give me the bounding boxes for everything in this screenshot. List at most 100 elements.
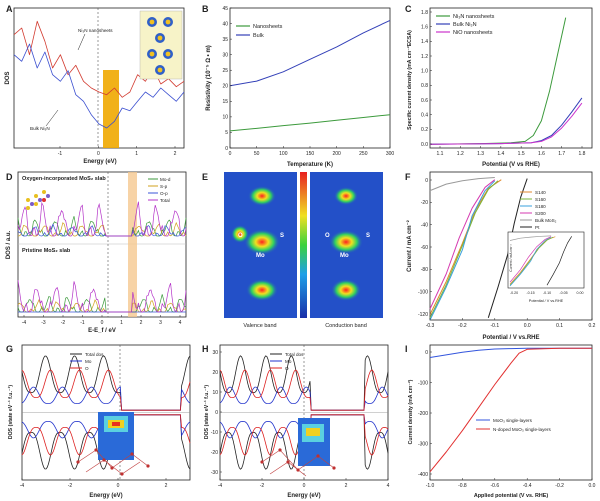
ytick-label: 25	[222, 68, 228, 74]
legend-label: S200	[535, 211, 546, 216]
ytick-label: 45	[222, 6, 228, 12]
xtick-label: 0.1	[556, 323, 563, 329]
inset-xtick-label: -0.10	[543, 291, 551, 295]
ytick-label: -200	[418, 411, 428, 417]
legend-label: S180	[535, 204, 546, 209]
ytick-label: -20	[211, 450, 218, 456]
dos-trace-mo	[21, 386, 191, 411]
ytick-label: -30	[211, 470, 218, 476]
legend-c: Ni₃N nanosheets Bulk Ni₃N NiO nanosheets	[436, 14, 495, 36]
xtick-label: -3	[41, 320, 46, 326]
series-line-nio-nanosheets	[429, 102, 583, 145]
xtick-label: 0	[97, 151, 100, 157]
dos-trace-o	[219, 369, 389, 411]
inset-f: -0.20 -0.15 -0.10 -0.05 0.00 Potential / V v…	[507, 231, 585, 303]
xtick-label: -0.1	[490, 323, 499, 329]
atom-label: S	[280, 233, 284, 239]
legend-h: Total dos Mo O	[270, 352, 304, 371]
band-highlight	[128, 172, 137, 317]
xtick-label: 0	[117, 483, 120, 489]
legend-label: Total dos	[285, 352, 304, 357]
xtick-label: 1.3	[477, 151, 484, 157]
series-group-f	[429, 177, 528, 321]
legend-g: Total dos Mo O	[70, 352, 104, 371]
xtick-label: -2	[260, 483, 265, 489]
legend-label: S140	[535, 190, 546, 195]
xtick-label: 150	[306, 151, 315, 157]
xtick-label: -0.6	[490, 483, 499, 489]
xtick-label: 1.1	[437, 151, 444, 157]
atom-label: Mo	[256, 253, 265, 259]
plot-frame-i	[429, 344, 593, 481]
ytick-label: 1.6	[421, 24, 428, 30]
dos-trace-total	[17, 201, 187, 237]
inset-xtick-label: 0.00	[577, 291, 584, 295]
xtick-label: 300	[386, 151, 395, 157]
ytick-label: 0.4	[421, 112, 428, 118]
dos-trace-o	[21, 369, 191, 411]
xlabel-h: Energy (eV)	[287, 493, 320, 499]
ytick-label: 15	[222, 99, 228, 105]
xtick-label: -0.2	[458, 323, 467, 329]
ytick-label: 0.8	[421, 83, 428, 89]
xlabel-i: Applied potential (V vs. RHE)	[474, 493, 548, 499]
annotation-arrow	[45, 109, 59, 127]
series-line-s180	[429, 180, 496, 321]
ytick-label: 0	[225, 146, 228, 152]
ylabel-g: DOS (state eV⁻¹ f.u.⁻¹)	[8, 385, 14, 439]
xlabel-d: E-E_f / eV	[88, 328, 116, 334]
inset-ticks: -0.20 -0.15 -0.10 -0.05 0.00	[510, 291, 584, 295]
dos-trace-total-dos	[21, 355, 191, 411]
colorbar	[300, 172, 307, 318]
ytick-label: -300	[418, 441, 428, 447]
xtick-label: 1.4	[497, 151, 504, 157]
panel-label-e: E	[202, 172, 208, 182]
legend-label: O-p	[160, 191, 168, 196]
series-line-n-doped-moo-single-layers	[429, 347, 592, 473]
xtick-label: 0	[229, 151, 232, 157]
plot-frame-c	[429, 7, 593, 149]
ytick-label: -60	[421, 245, 428, 251]
annotation-nanosheets: Ni₃N nanosheets	[78, 28, 113, 33]
panel-label-c: C	[405, 4, 412, 14]
xtick-label: -2	[68, 483, 73, 489]
ytick-label: 10	[222, 115, 228, 121]
legend-label: N-doped MoO₃ single-layers	[493, 427, 551, 432]
legend-label: Total dos	[85, 352, 104, 357]
ytick-label: 10	[212, 390, 218, 396]
panel-i: I -1.0 -0.8 -0.6 -0.4 -0.2 0.0 -400 -300 -200 -10…	[405, 344, 596, 499]
panel-f: F -0.3 -0.2 -0.1 0.0 0.1 0.2 -120 -100 -80 -60 -40…	[405, 171, 596, 341]
xtick-label: 1	[120, 320, 123, 326]
annotation-bulk: Bulk Ni₃N	[30, 126, 50, 131]
series-group-b	[229, 19, 391, 132]
legend-label: S160	[535, 197, 546, 202]
ytick-label: 0.0	[421, 142, 428, 148]
xtick-label: -0.8	[458, 483, 467, 489]
panel-label-b: B	[202, 4, 209, 14]
xtick-label: -4	[218, 483, 223, 489]
atom-label: O	[325, 233, 330, 239]
ytick-label: 0	[425, 178, 428, 184]
tick-labels-i: -1.0 -0.8 -0.6 -0.4 -0.2 0.0 -400 -300 -200 -100 0	[418, 350, 596, 489]
xtick-label: 2	[174, 151, 177, 157]
dos-trace-total	[17, 280, 187, 313]
series-group-c	[429, 17, 583, 145]
xtick-label: 2	[165, 483, 168, 489]
ytick-label: -20	[421, 200, 428, 206]
dos-trace-o-p	[17, 223, 187, 237]
slab-structure-inset	[26, 190, 50, 210]
inset-line	[509, 236, 552, 287]
xtick-labels-d: -4 -3 -2 -1 0 1 2 3 4	[22, 315, 182, 326]
ylabel-b: Resistivity (10⁻⁵ Ω • m)	[206, 45, 212, 111]
panel-label-f: F	[405, 172, 411, 182]
legend-label: Pt	[535, 225, 540, 230]
dos-trace-mo-d	[17, 294, 187, 313]
ytick-label: -120	[418, 312, 428, 318]
plot-frame-f	[429, 171, 593, 321]
inset-ylabel: Current / mA cm⁻²	[509, 243, 513, 271]
inset-xtick-label: -0.15	[526, 291, 534, 295]
xtick-label: 50	[254, 151, 260, 157]
ytick-label: -80	[421, 267, 428, 273]
conduction-hotspots	[329, 187, 363, 301]
